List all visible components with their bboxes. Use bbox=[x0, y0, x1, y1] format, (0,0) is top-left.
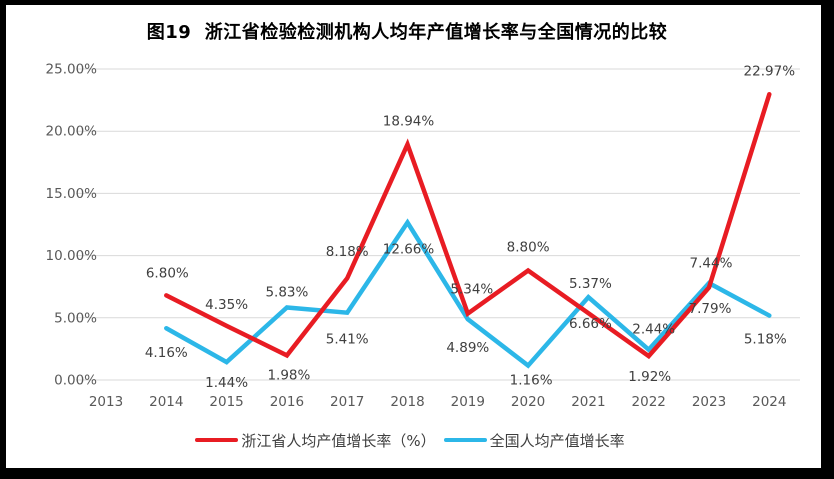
x-tick-label: 2024 bbox=[752, 394, 786, 410]
data-label: 6.80% bbox=[146, 265, 189, 281]
y-tick-label: 10.00% bbox=[46, 248, 98, 264]
data-label: 4.35% bbox=[205, 297, 248, 313]
frame-border-top bbox=[0, 0, 834, 5]
x-tick-label: 2018 bbox=[390, 394, 424, 410]
x-tick-label: 2019 bbox=[451, 394, 485, 410]
y-tick-label: 0.00% bbox=[54, 373, 97, 389]
series-line-0 bbox=[164, 92, 772, 360]
data-label: 18.94% bbox=[383, 113, 435, 129]
data-label: 4.89% bbox=[446, 340, 489, 356]
data-label: 5.37% bbox=[569, 276, 612, 292]
y-tick-label: 15.00% bbox=[46, 186, 98, 202]
frame-border-right bbox=[821, 0, 834, 479]
data-label: 7.44% bbox=[690, 255, 733, 271]
data-label: 8.18% bbox=[326, 244, 369, 260]
x-tick-label: 2013 bbox=[89, 394, 123, 410]
data-label: 5.18% bbox=[744, 332, 787, 348]
y-tick-label: 5.00% bbox=[54, 310, 97, 326]
x-tick-label: 2021 bbox=[571, 394, 605, 410]
data-label: 4.16% bbox=[145, 345, 188, 361]
legend-label-national: 全国人均产值增长率 bbox=[489, 431, 625, 450]
data-label: 1.98% bbox=[267, 367, 310, 383]
legend-swatch-national-icon bbox=[443, 438, 487, 442]
legend-swatch-zhejiang-icon bbox=[195, 438, 239, 442]
x-tick-label: 2017 bbox=[330, 394, 364, 410]
data-label: 5.41% bbox=[326, 332, 369, 348]
data-label: 1.92% bbox=[628, 369, 671, 385]
series-line-1 bbox=[164, 218, 772, 369]
x-tick-label: 2022 bbox=[632, 394, 666, 410]
data-label: 12.66% bbox=[383, 242, 435, 258]
legend: 浙江省人均产值增长率（%） 全国人均产值增长率 bbox=[0, 431, 820, 450]
data-label: 6.66% bbox=[569, 316, 612, 332]
x-tick-label: 2014 bbox=[149, 394, 183, 410]
frame-border-bottom bbox=[0, 468, 834, 479]
data-label: 22.97% bbox=[744, 63, 796, 79]
y-tick-label: 20.00% bbox=[46, 124, 98, 140]
data-label: 8.80% bbox=[507, 240, 550, 256]
y-tick-label: 25.00% bbox=[46, 62, 98, 78]
data-label: 5.34% bbox=[450, 282, 493, 298]
data-label: 1.44% bbox=[205, 375, 248, 391]
data-label: 7.79% bbox=[689, 301, 732, 317]
x-tick-label: 2020 bbox=[511, 394, 545, 410]
data-label: 5.83% bbox=[265, 284, 308, 300]
frame-border-left bbox=[0, 0, 6, 479]
data-label: 1.16% bbox=[510, 373, 553, 389]
legend-label-zhejiang: 浙江省人均产值增长率（%） bbox=[241, 431, 436, 450]
x-tick-label: 2023 bbox=[692, 394, 726, 410]
x-tick-label: 2015 bbox=[209, 394, 243, 410]
chart-title: 图19 浙江省检验检测机构人均年产值增长率与全国情况的比较 bbox=[146, 22, 668, 43]
data-label: 2.44% bbox=[632, 322, 675, 338]
x-tick-label: 2016 bbox=[270, 394, 304, 410]
